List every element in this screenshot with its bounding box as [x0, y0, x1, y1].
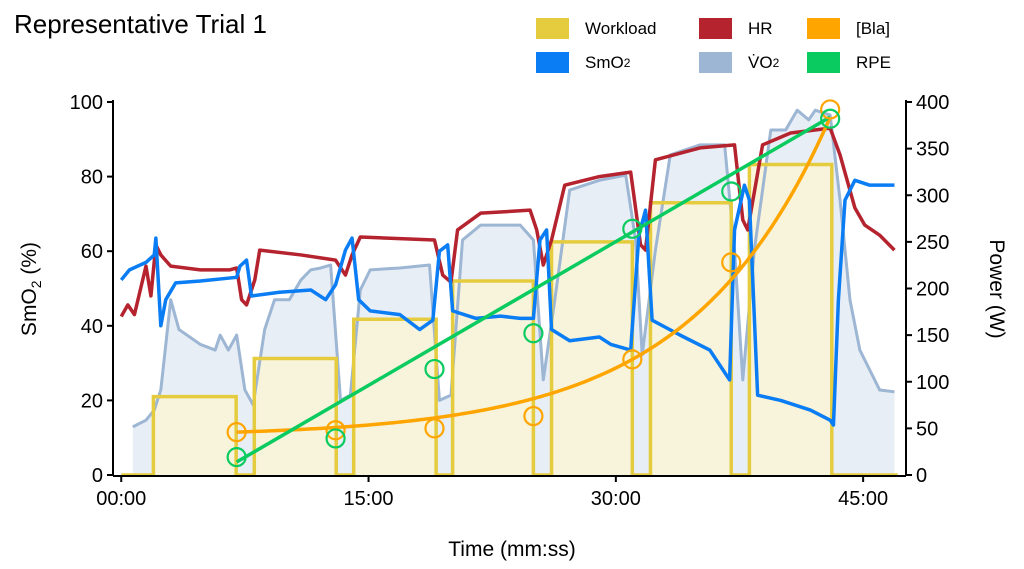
y2-tick-label: 200 [916, 279, 949, 301]
legend-item-smo2: SmO 2 [536, 52, 630, 73]
y2-tick-label: 400 [916, 92, 949, 114]
rpe-point-6 [721, 181, 742, 202]
workload-stage-7 [749, 164, 832, 476]
legend-swatch [807, 52, 840, 73]
y-tick-label: 80 [81, 167, 103, 189]
y2-tick-label: 300 [916, 185, 949, 207]
hr-line [119, 126, 896, 318]
rpe-point-2 [325, 428, 346, 449]
y-axis-title: SmO2 (%) [18, 242, 44, 336]
x-tick-label: 45:00 [838, 488, 888, 510]
y-tick-label: 100 [70, 92, 103, 114]
smo2-line [119, 178, 895, 427]
legend-swatch [536, 52, 569, 73]
rpe-fit-line [235, 115, 832, 464]
workload-stage-5 [551, 241, 633, 475]
y2-tick-label: 350 [916, 139, 949, 161]
rpe-point-7 [820, 108, 841, 129]
workload-stage-2 [254, 358, 337, 475]
y-tick-label: 60 [81, 241, 103, 263]
y2-tick-label: 50 [916, 418, 938, 440]
legend-item-workload: Workload [536, 18, 657, 39]
x-tick-label: 30:00 [591, 488, 641, 510]
bla-point-7 [820, 99, 841, 120]
bla-point-5 [622, 349, 643, 370]
axes: 0 20 40 60 80 100 0 50 100 150 200 250 300 350 400 00:0… [70, 92, 950, 510]
y-tick-label: 20 [81, 390, 103, 412]
workload-stage-1 [153, 396, 237, 475]
legend-swatch [807, 18, 840, 39]
legend-label-subscript: 2 [623, 55, 631, 70]
legend-label: Workload [585, 18, 657, 38]
bla-point-3 [424, 418, 445, 439]
y-tick-label: 0 [92, 465, 103, 487]
legend-swatch [536, 18, 569, 39]
legend-item-hr: HR [699, 18, 773, 39]
x-tick-label: 15:00 [344, 488, 394, 510]
legend-label-subscript: 2 [772, 55, 780, 70]
bla-fit-line [236, 116, 832, 434]
rpe-point-3 [424, 358, 445, 380]
bla-point-2 [325, 420, 346, 441]
legend-swatch [699, 18, 732, 39]
marker-series [226, 99, 841, 468]
y2-tick-label: 250 [916, 232, 949, 254]
bla-point-4 [523, 405, 544, 427]
y2-tick-label: 0 [916, 465, 927, 487]
legend-label: HR [748, 18, 773, 38]
legend-item-rpe: RPE [807, 52, 891, 73]
vo2-line [132, 108, 895, 429]
chart-title: Representative Trial 1 [14, 9, 267, 39]
bla-point-6 [721, 252, 742, 273]
rpe-point-4 [523, 323, 544, 344]
x-tick-label: 00:00 [96, 488, 146, 510]
y2-tick-label: 150 [916, 325, 949, 347]
workload-stage-3 [353, 319, 437, 475]
legend-item-vo2: V̇O 2 [699, 52, 779, 73]
x-axis-title: Time (mm:ss) [448, 538, 576, 561]
rpe-point-5 [622, 218, 643, 239]
y2-axis-title: Power (W) [985, 239, 1008, 338]
legend-label: SmO [585, 52, 624, 72]
legend-label: V̇O [748, 52, 773, 72]
rpe-point-1 [226, 446, 247, 468]
legend-swatch [699, 52, 732, 73]
bla-point-1 [226, 422, 247, 443]
y2-tick-label: 100 [916, 372, 949, 394]
legend-label: RPE [856, 52, 891, 72]
line-series [119, 126, 896, 427]
legend-label: [Bla] [856, 18, 891, 38]
workload-stage-4 [452, 281, 534, 475]
y-tick-label: 40 [81, 316, 103, 338]
legend-item-bla: [Bla] [807, 18, 890, 39]
